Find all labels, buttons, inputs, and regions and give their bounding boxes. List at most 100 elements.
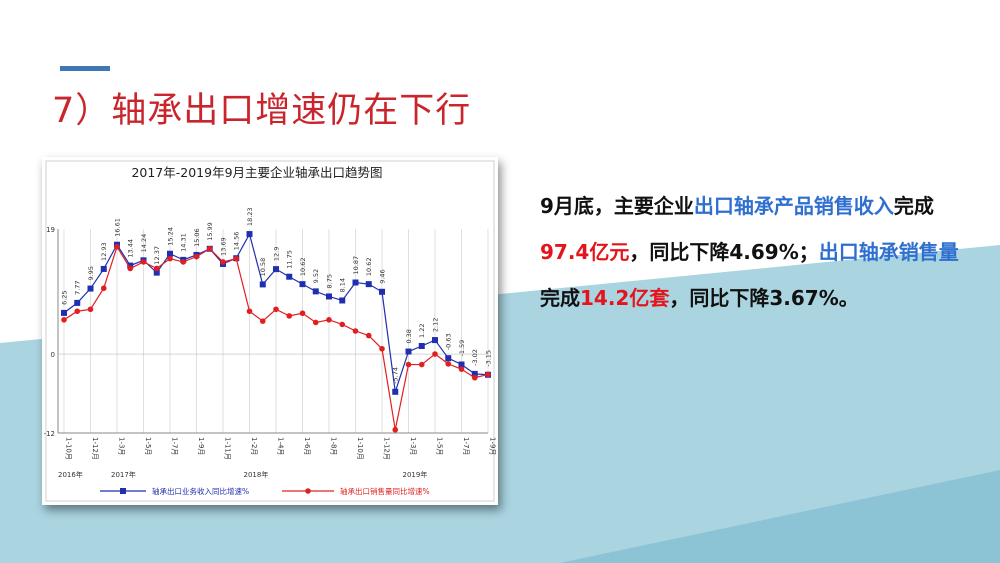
data-label: 10.62 (365, 258, 373, 277)
summary-text-segment: 完成 (893, 194, 934, 218)
revenue-growth-point (299, 281, 306, 288)
volume-growth-point (273, 306, 279, 313)
volume-growth-point (299, 310, 306, 317)
summary-highlight-term: 出口轴承销售量 (818, 240, 959, 264)
data-label: 12.37 (153, 246, 161, 265)
x-tick-label: 1-12月 (383, 437, 391, 460)
x-tick-label: 1-7月 (171, 437, 179, 455)
revenue-growth-point (259, 281, 266, 288)
data-label: 14.56 (233, 232, 241, 251)
data-label: 2.12 (431, 318, 439, 332)
data-label: 10.58 (259, 258, 267, 277)
revenue-growth-point (246, 231, 253, 238)
volume-growth-point (418, 361, 425, 368)
data-label: -1.59 (458, 340, 466, 357)
volume-growth-point (140, 259, 147, 265)
x-tick-label: 1-11月 (224, 437, 232, 460)
revenue-growth-point (273, 266, 279, 273)
volume-growth-point (259, 318, 266, 324)
x-tick-label: 1-3月 (409, 437, 417, 455)
data-label: 8.14 (339, 278, 347, 292)
x-tick-label: 1-5月 (144, 437, 152, 455)
data-label: 11.75 (286, 250, 294, 269)
revenue-growth-point (405, 348, 412, 355)
data-label: 9.95 (87, 266, 95, 280)
volume-growth-point (339, 321, 346, 328)
volume-growth-point (87, 306, 94, 313)
x-tick-label: 1-9月 (489, 437, 497, 455)
revenue-growth-point (153, 269, 160, 276)
data-label: 15.99 (206, 222, 214, 241)
revenue-growth-point (432, 337, 438, 344)
volume-growth-point (114, 243, 120, 250)
x-tick-label: 1-3月 (118, 437, 126, 455)
volume-growth-point (405, 361, 412, 368)
data-label: -0.63 (445, 333, 453, 350)
revenue-growth-point (326, 293, 332, 300)
revenue-growth-point (445, 355, 452, 362)
volume-growth-point (286, 313, 293, 319)
summary-text-segment: 完成 (540, 286, 580, 310)
data-label: 12.93 (100, 242, 108, 261)
chart-title: 2017年-2019年9月主要企业轴承出口趋势图 (131, 165, 382, 180)
title-accent-line (60, 66, 110, 71)
data-label: 15.06 (193, 228, 201, 247)
revenue-growth-point (458, 361, 465, 368)
x-tick-label: 1-5月 (436, 437, 444, 455)
data-label: 10.62 (299, 258, 307, 277)
slide-title: 7）轴承出口增速仍在下行 (52, 91, 472, 131)
x-tick-label: 1-2月 (250, 437, 258, 455)
summary-text-segment: 9月底，主要企业 (540, 194, 694, 218)
data-label: 13.44 (127, 239, 135, 258)
revenue-growth-point (379, 288, 385, 295)
data-label: 10.87 (352, 256, 360, 275)
data-label: 14.24 (140, 234, 148, 253)
x-tick-label: 1-10月 (65, 437, 73, 460)
x-tick-label: 1-6月 (303, 437, 311, 455)
summary-highlight-value: 14.2亿套 (580, 286, 670, 310)
revenue-growth-point (365, 281, 372, 288)
x-tick-label: 1-4月 (277, 437, 285, 455)
legend-marker-revenue (120, 488, 126, 494)
volume-growth-point (180, 259, 187, 265)
volume-growth-point (432, 351, 438, 357)
volume-growth-point (379, 345, 385, 352)
data-label: 16.61 (113, 218, 121, 237)
year-label: 2019年 (403, 470, 428, 479)
volume-growth-point (326, 317, 332, 323)
data-label: 12.9 (272, 247, 280, 261)
data-label: 1.22 (418, 324, 426, 338)
volume-growth-point (233, 255, 240, 262)
revenue-growth-point (87, 285, 94, 292)
y-tick-label: 19 (46, 226, 55, 234)
volume-growth-point (458, 366, 465, 372)
revenue-growth-point (392, 388, 399, 395)
volume-growth-point (74, 308, 81, 315)
volume-growth-point (365, 332, 372, 339)
summary-text-segment: ，同比下降3.67%。 (669, 286, 859, 310)
revenue-growth-point (167, 250, 173, 257)
x-tick-label: 1-10月 (356, 437, 364, 460)
volume-growth-point (246, 308, 253, 315)
volume-growth-point (127, 265, 134, 272)
data-label: 15.24 (166, 227, 174, 246)
legend-label-volume: 轴承出口销售量同比增速% (340, 486, 430, 496)
revenue-growth-point (61, 309, 67, 316)
revenue-growth-point (127, 262, 134, 269)
volume-growth-point (61, 317, 67, 323)
revenue-growth-point (471, 370, 478, 377)
data-label: 9.46 (378, 269, 386, 283)
data-label: 9.52 (312, 269, 320, 283)
data-label: 7.77 (74, 280, 82, 294)
summary-highlight-value: 97.4亿元 (540, 240, 630, 264)
data-label: -3.15 (484, 350, 492, 367)
volume-growth-point (153, 265, 160, 272)
legend-marker-volume (305, 488, 311, 494)
revenue-growth-point (286, 273, 293, 280)
volume-growth-point (471, 374, 478, 381)
data-label: -5.74 (392, 367, 400, 384)
data-label: 14.31 (180, 233, 188, 252)
revenue-growth-point (352, 279, 359, 286)
year-label: 2016年 (58, 470, 83, 479)
data-label: 6.25 (60, 290, 68, 304)
